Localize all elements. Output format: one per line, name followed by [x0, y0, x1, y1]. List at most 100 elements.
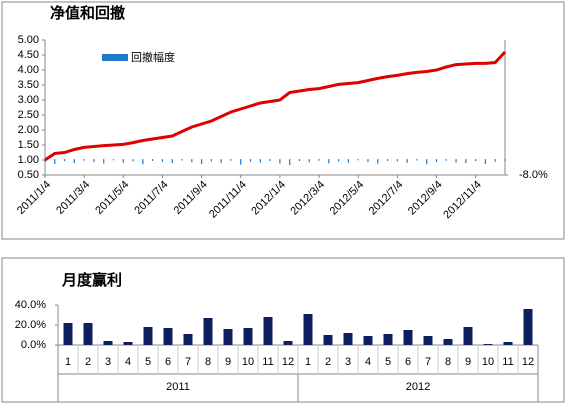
drawdown-bar: [416, 159, 418, 161]
x-tick-label: 1: [65, 356, 71, 368]
x-tick-label: 8: [445, 356, 451, 368]
bar: [123, 342, 133, 345]
x-tick-label: 2011/9/4: [172, 179, 210, 217]
y-tick-label: 0.0%: [21, 339, 46, 351]
drawdown-bar: [426, 159, 428, 165]
drawdown-bar: [357, 159, 359, 161]
drawdown-bar: [63, 159, 66, 162]
x-tick-label: 2: [325, 356, 331, 368]
drawdown-bar: [210, 159, 212, 162]
drawdown-bar: [122, 159, 124, 163]
bar: [183, 334, 193, 345]
drawdown-bar: [112, 159, 115, 161]
x-tick-label: 2011/7/4: [132, 179, 170, 217]
drawdown-bar: [152, 159, 154, 161]
bottom-panel: [1, 257, 565, 403]
y-tick-label: 0.50: [18, 169, 39, 181]
bar: [303, 314, 313, 345]
bar: [283, 341, 293, 345]
x-tick-label: 2011/1/4: [15, 179, 53, 217]
bar: [423, 336, 433, 345]
chart-title: 净值和回撤: [50, 4, 125, 22]
drawdown-bar: [171, 159, 173, 164]
y-tick-label: 1.50: [18, 139, 39, 151]
bar: [103, 341, 113, 345]
x-tick-label: 7: [425, 356, 431, 368]
y-tick-label: 2.00: [18, 124, 39, 136]
bar: [343, 333, 353, 345]
drawdown-bar: [465, 159, 467, 164]
drawdown-bar: [289, 159, 291, 166]
drawdown-bar: [93, 159, 95, 163]
x-tick-label: 2012/9/4: [406, 179, 445, 218]
drawdown-bar: [377, 159, 379, 164]
drawdown-bar: [249, 159, 252, 162]
x-tick-label: 4: [365, 356, 371, 368]
bar: [323, 335, 333, 345]
x-tick-label: 12: [522, 356, 534, 368]
x-tick-label: 3: [105, 356, 111, 368]
x-tick-label: 2: [85, 356, 91, 368]
bar: [243, 328, 253, 345]
x-tick-label: 2011/3/4: [54, 179, 92, 217]
x-tick-label: 2011/11/4: [207, 179, 249, 221]
drawdown-bar: [279, 159, 281, 164]
drawdown-bar: [435, 159, 438, 162]
x-tick-label: 12: [282, 356, 294, 368]
x-tick-label: 7: [185, 356, 191, 368]
x-tick-label: 10: [482, 356, 494, 368]
legend-swatch: [102, 54, 128, 61]
x-tick-label: 11: [262, 356, 273, 368]
drawdown-bar: [83, 159, 85, 161]
drawdown-bar: [455, 159, 457, 163]
drawdown-bar: [475, 159, 477, 162]
bar: [63, 323, 73, 345]
y-tick-label: 2.50: [18, 109, 39, 121]
legend-label: 回撤幅度: [131, 50, 175, 64]
drawdown-bar: [308, 159, 310, 163]
x-tick-label: 2012/5/4: [328, 179, 367, 218]
bar: [443, 339, 453, 345]
y-tick-label: 3.00: [18, 94, 39, 106]
drawdown-bar: [191, 159, 193, 163]
group-label: 2011: [166, 381, 190, 393]
x-tick-label: 6: [165, 356, 171, 368]
drawdown-bar: [132, 159, 134, 162]
drawdown-bar: [181, 159, 183, 161]
drawdown-bar: [54, 159, 56, 165]
x-tick-label: 5: [145, 356, 151, 368]
bar: [523, 309, 533, 345]
bar: [203, 318, 213, 345]
x-tick-label: 6: [405, 356, 411, 368]
bar: [383, 334, 393, 345]
bar: [263, 317, 273, 345]
y-tick-label: 1.00: [18, 154, 39, 166]
drawdown-bar: [240, 159, 242, 165]
y-tick-label: 3.50: [18, 79, 39, 91]
drawdown-bar: [103, 159, 105, 164]
drawdown-bar: [406, 159, 408, 163]
drawdown-bar: [338, 159, 340, 162]
drawdown-bar: [504, 159, 506, 161]
drawdown-bar: [161, 159, 164, 162]
bar: [463, 327, 473, 345]
bar: [403, 330, 413, 345]
x-tick-label: 2012/7/4: [367, 179, 406, 218]
drawdown-bar: [259, 159, 261, 163]
drawdown-bar: [386, 159, 389, 161]
x-tick-label: 2012/1/4: [249, 179, 288, 218]
x-tick-label: 11: [502, 356, 513, 368]
x-tick-label: 8: [205, 356, 211, 368]
x-tick-label: 2012/11/4: [441, 179, 484, 222]
x-tick-label: 1: [305, 356, 311, 368]
bar: [483, 344, 493, 345]
chart-title: 月度赢利: [61, 271, 122, 289]
drawdown-bar: [269, 159, 271, 161]
drawdown-bar: [494, 159, 496, 162]
drawdown-bar: [298, 159, 301, 162]
x-tick-label: 2012/3/4: [288, 179, 327, 218]
drawdown-bar: [142, 159, 144, 165]
drawdown-bar: [367, 159, 369, 163]
drawdown-bar: [318, 159, 320, 161]
